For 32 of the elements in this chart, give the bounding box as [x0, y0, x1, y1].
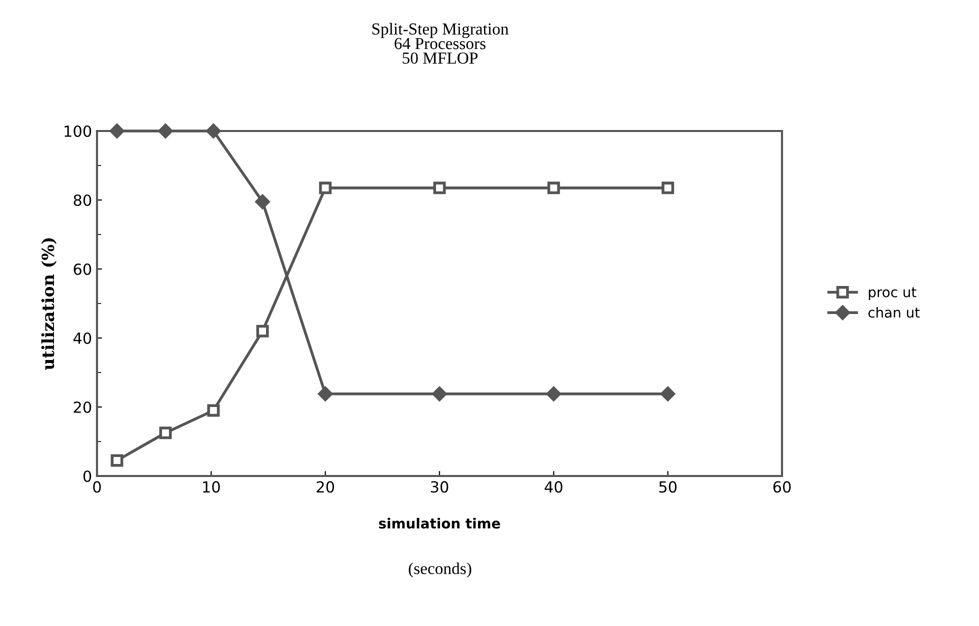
point [255, 194, 270, 210]
point [546, 386, 561, 402]
point [433, 182, 446, 194]
x-tick-label: 60 [773, 481, 791, 493]
point [662, 182, 674, 194]
y-tick-label: 60 [74, 263, 92, 276]
point [318, 386, 333, 402]
y-tick-label: 80 [74, 194, 92, 206]
point [660, 386, 676, 402]
x-axis-title: simulation time [378, 518, 500, 529]
point [547, 182, 560, 194]
x-tick-label: 50 [659, 481, 677, 493]
x-tick-label: 20 [316, 481, 334, 493]
point [432, 386, 447, 402]
point [159, 426, 172, 440]
y-tick-label: 20 [74, 401, 92, 414]
point [110, 454, 124, 467]
x-tick-label: 40 [544, 481, 562, 493]
x-tick-label: 0 [93, 481, 101, 493]
y-tick-label: 100 [64, 125, 92, 138]
y-tick-label: 0 [83, 470, 92, 482]
legend-label: proc ut [868, 287, 916, 300]
text: (seconds) [408, 562, 472, 578]
y-axis-title: utilization (%) [41, 238, 57, 370]
point [207, 404, 220, 417]
x-tick-label: 10 [203, 481, 220, 493]
y-tick-label: 40 [73, 332, 92, 344]
chart-title: Split-Step Migration 64 Processors 50 MFLOP [372, 22, 508, 64]
x-tick-label: 30 [430, 481, 448, 493]
point [319, 182, 332, 194]
legend-label: chan ut [868, 306, 920, 318]
point [256, 324, 269, 338]
